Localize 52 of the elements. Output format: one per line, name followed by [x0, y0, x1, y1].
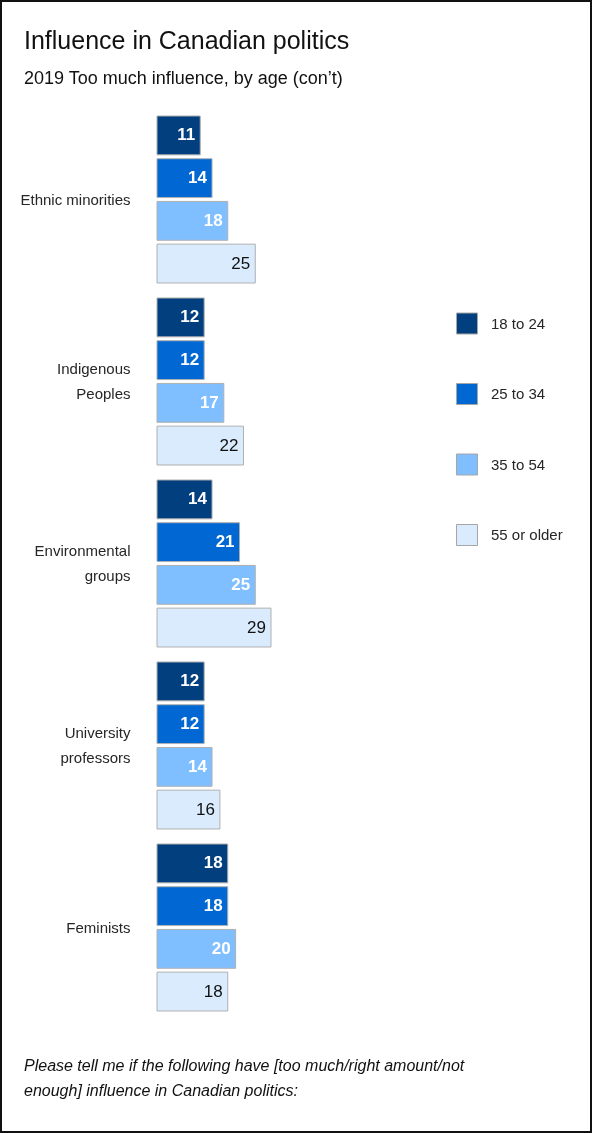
y-tick-label: Indigenous Peoples: [57, 360, 131, 402]
bar: [156, 886, 229, 927]
data-label: 18: [203, 210, 223, 230]
data-label: 14: [188, 489, 208, 509]
bar: [156, 971, 229, 1012]
data-label: 18: [203, 853, 223, 873]
bar: [156, 746, 213, 787]
bar: [156, 928, 237, 969]
data-label: 29: [247, 617, 266, 637]
chart-subtitle: 2019 Too much influence, by age (con’t): [24, 67, 343, 88]
chart-title: Influence in Canadian politics: [24, 25, 350, 54]
bar: [156, 704, 205, 745]
data-label: 12: [180, 671, 200, 691]
bar: [156, 200, 229, 241]
bar: [156, 789, 221, 830]
bar: [156, 425, 244, 466]
bar: [156, 297, 205, 338]
bar: [156, 843, 229, 884]
data-label: 14: [188, 756, 208, 776]
bar: [156, 661, 205, 702]
data-label: 18: [203, 896, 223, 916]
bar: [156, 115, 201, 156]
data-label: 11: [177, 125, 196, 145]
data-label: 16: [195, 799, 215, 819]
bar: [156, 382, 225, 423]
legend-label: 25 to 34: [491, 385, 546, 402]
y-tick-label: Ethnic minorities: [20, 190, 131, 208]
legend-label: 18 to 24: [491, 314, 546, 332]
data-label: 25: [231, 253, 251, 273]
data-label: 12: [180, 307, 200, 327]
data-label: 18: [203, 981, 223, 1001]
bar: [156, 479, 213, 520]
y-tick-label: Feminists: [66, 918, 131, 936]
data-label: 14: [188, 168, 208, 188]
text: Please tell me if the following have [too much/right amount/not enough] influence in Canadian politics:: [24, 1056, 466, 1101]
data-label: 20: [211, 938, 231, 958]
bar: [156, 522, 241, 563]
bar: [156, 158, 213, 199]
data-label: 22: [219, 435, 239, 455]
bar: [156, 607, 272, 648]
data-label: 12: [180, 350, 200, 370]
data-label: 25: [231, 574, 251, 594]
data-label: 17: [199, 392, 219, 412]
bar: [156, 340, 205, 381]
bar: [156, 243, 256, 284]
y-tick-label: Environmental groups: [34, 542, 131, 584]
y-tick-label: University professors: [60, 724, 131, 766]
data-label: 21: [215, 532, 235, 552]
legend-label: 55 or older: [491, 526, 563, 543]
bar: [156, 564, 256, 605]
data-label: 12: [180, 714, 200, 734]
legend-label: 35 to 54: [491, 455, 546, 473]
